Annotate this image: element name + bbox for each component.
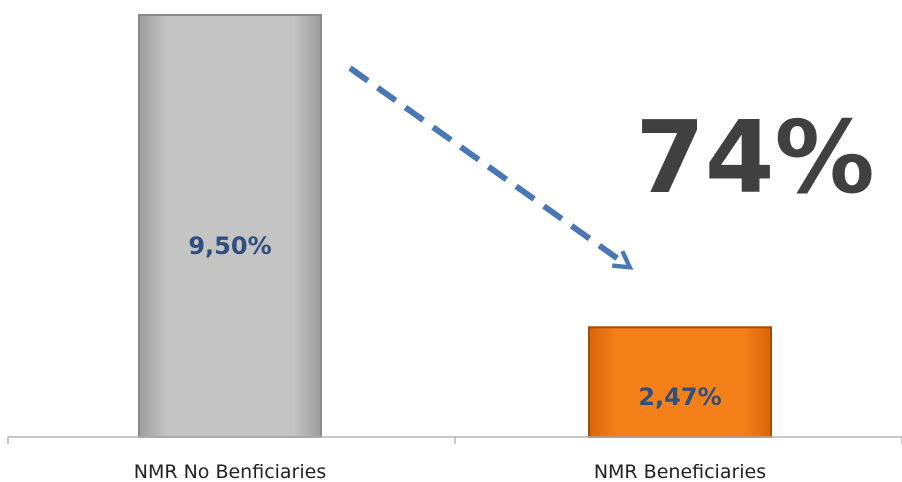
bar-value-label-1: 2,47% <box>638 383 721 411</box>
x-tick-label-1: NMR Beneficiaries <box>594 461 766 482</box>
x-ticks-layer: NMR No Benficiaries NMR Beneficiaries <box>7 437 902 482</box>
bar-1 <box>588 326 772 438</box>
reduction-percentage: 74% <box>635 99 874 216</box>
bar-value-label-0: 9,50% <box>188 232 271 260</box>
value-labels-layer: 9,50% 2,47% <box>188 232 721 411</box>
bar-0 <box>138 14 322 438</box>
decrease-arrow <box>348 65 628 266</box>
x-tick-label-0: NMR No Benficiaries <box>134 461 327 482</box>
bars-layer <box>138 14 772 438</box>
